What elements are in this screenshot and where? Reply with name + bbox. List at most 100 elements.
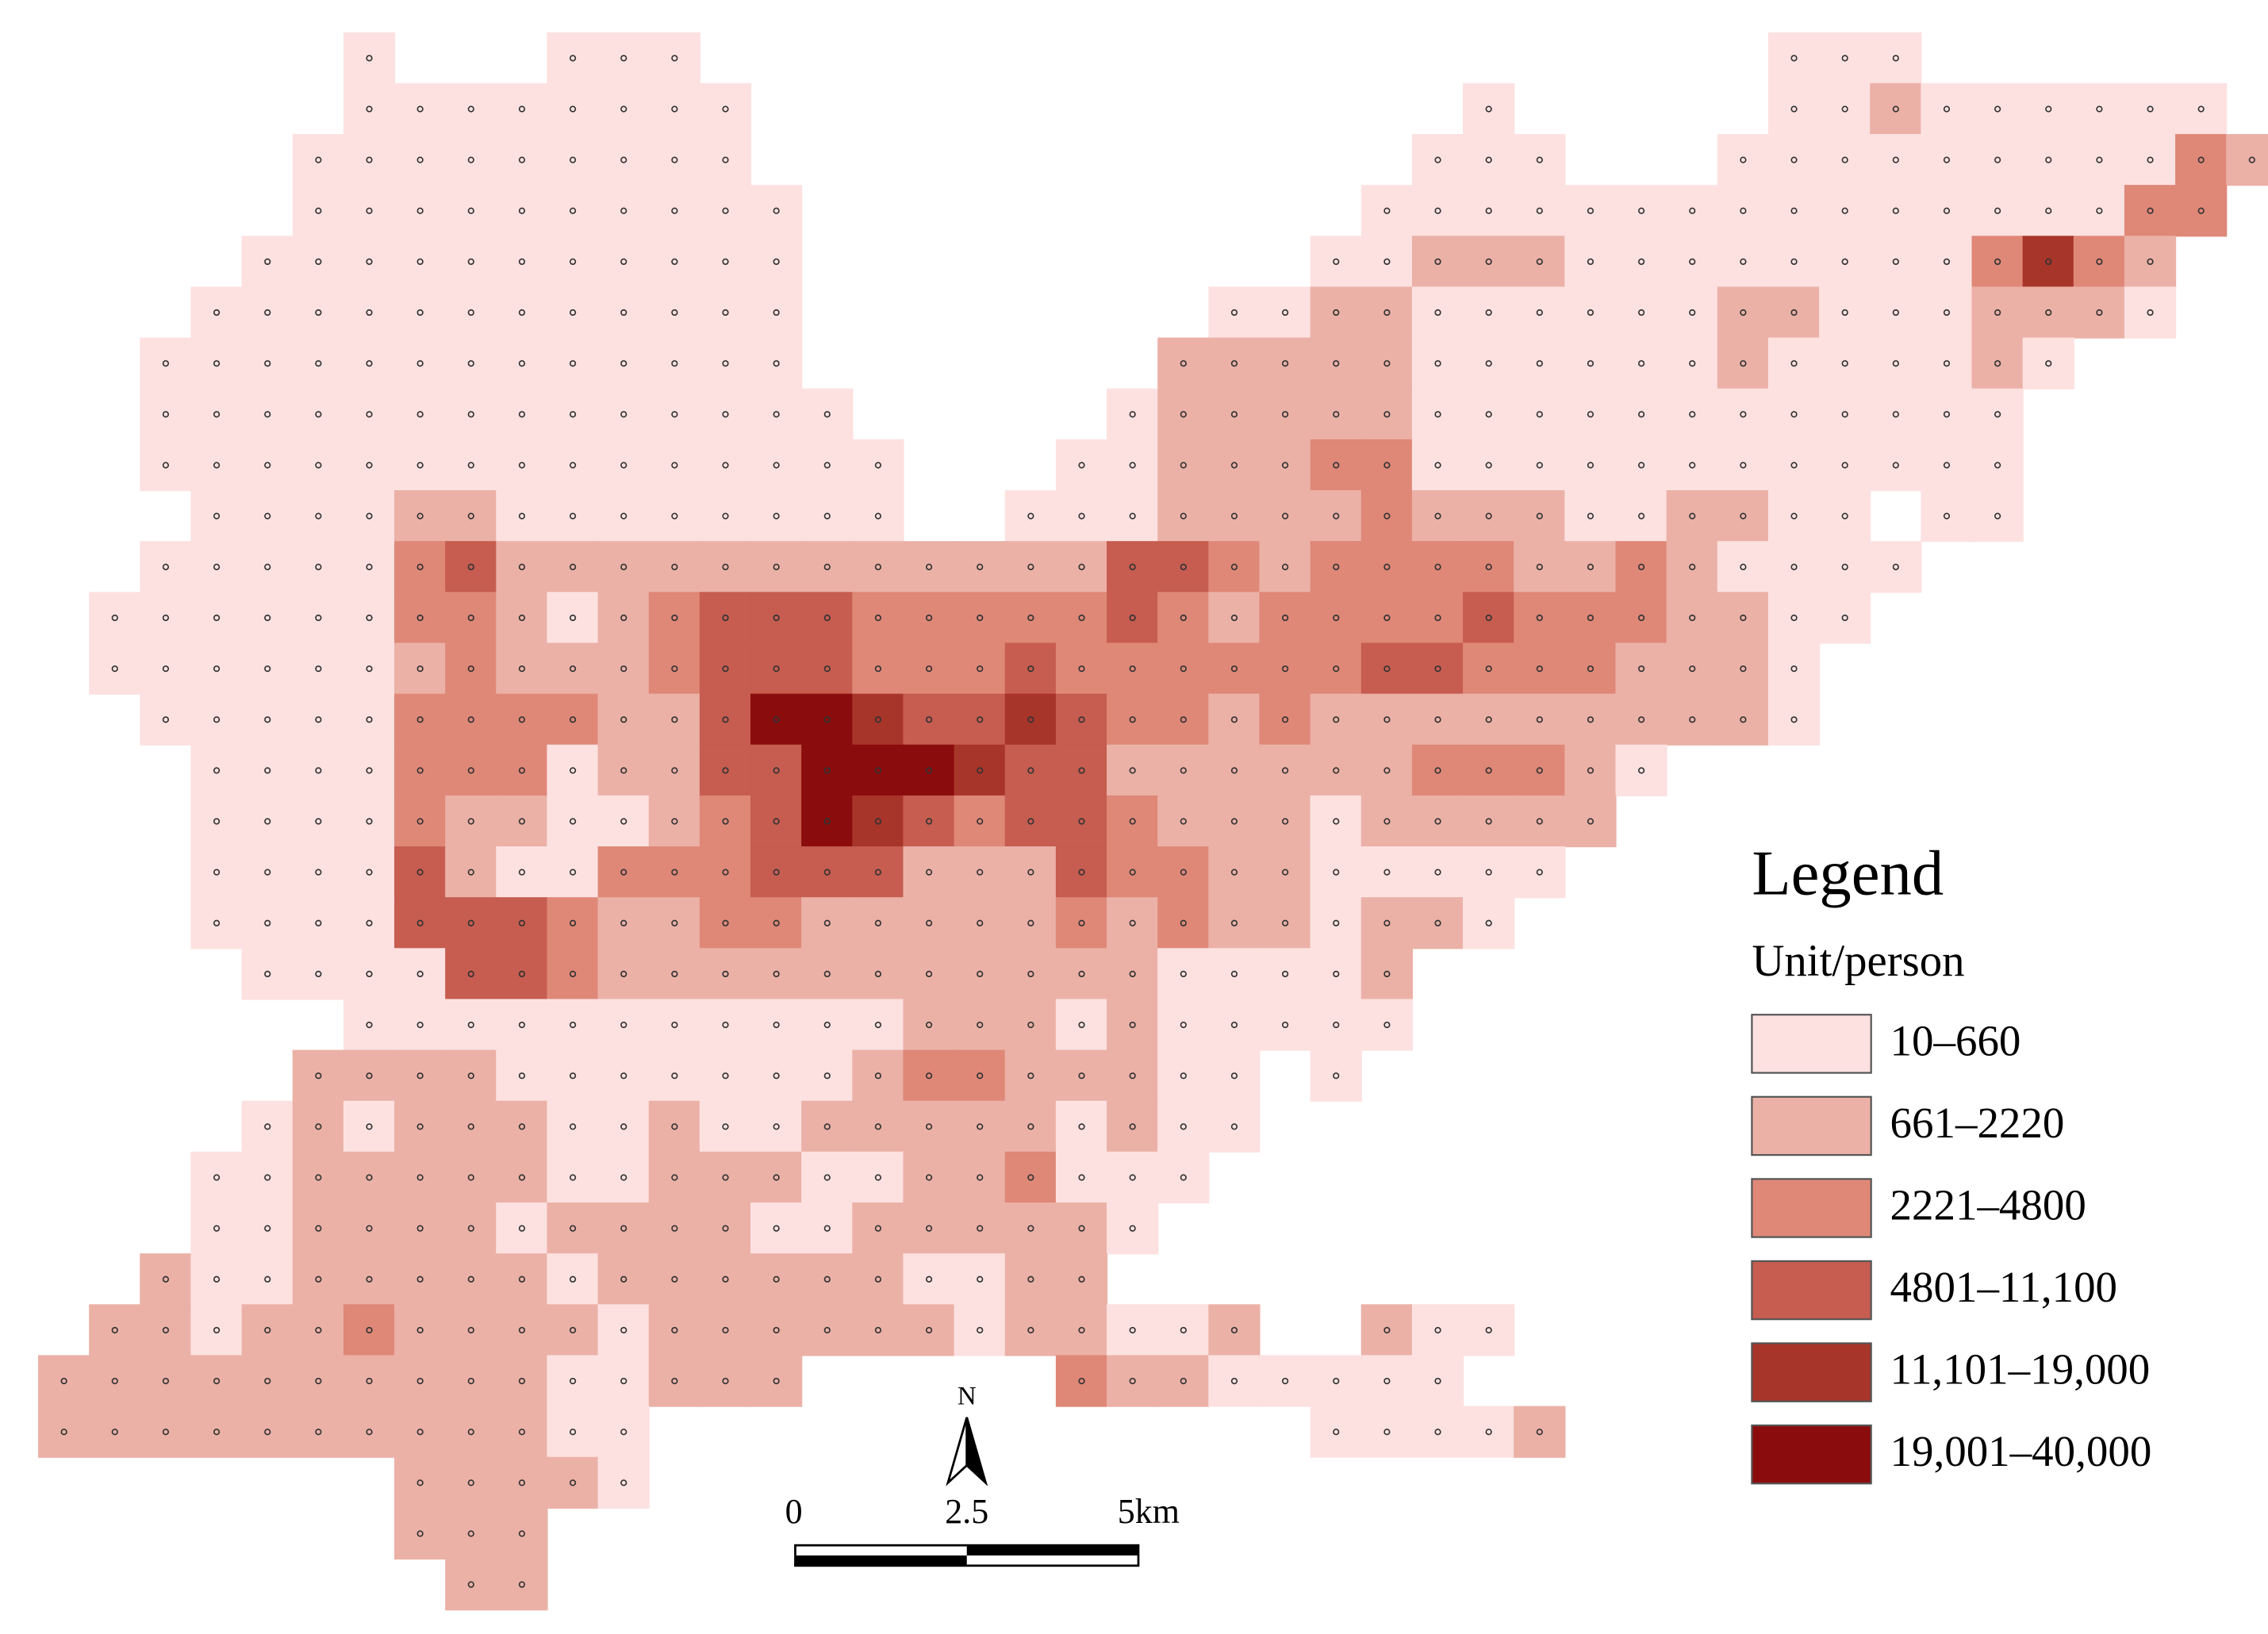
grid-cell (648, 32, 700, 84)
grid-cell (2022, 82, 2074, 136)
grid-cell (190, 744, 243, 796)
grid-cell (1411, 236, 1464, 288)
cell-centroid (722, 614, 729, 622)
cell-centroid (671, 1174, 678, 1181)
grid-cell (1004, 1202, 1057, 1255)
cell-centroid (823, 869, 831, 876)
grid-cell (343, 948, 396, 1000)
cell-centroid (925, 919, 933, 926)
grid-cell (343, 693, 396, 746)
cell-centroid (315, 919, 322, 926)
grid-cell (1717, 134, 1770, 186)
grid-cell (852, 1151, 904, 1204)
grid-cell (1514, 795, 1566, 848)
cell-centroid (1689, 258, 1696, 266)
cell-centroid (620, 1225, 627, 1232)
cell-centroid (467, 1377, 474, 1385)
cell-centroid (1383, 258, 1391, 266)
cell-centroid (366, 360, 373, 367)
grid-cell (190, 1253, 243, 1306)
cell-centroid (2147, 258, 2154, 266)
grid-cell (648, 388, 700, 440)
grid-cell (241, 948, 294, 1000)
cell-centroid (722, 258, 729, 266)
cell-centroid (1230, 563, 1238, 570)
grid-cell (1208, 642, 1261, 695)
cell-centroid (1281, 1021, 1289, 1029)
grid-cell (241, 439, 294, 492)
grid-cell (1921, 82, 1973, 136)
grid-cell (1463, 82, 1515, 136)
cell-centroid (1434, 411, 1441, 418)
grid-cell (1463, 337, 1515, 389)
cell-centroid (315, 1275, 322, 1283)
cell-centroid (773, 462, 780, 469)
grid-cell (648, 897, 700, 949)
grid-cell (648, 1100, 700, 1153)
cell-centroid (671, 512, 678, 520)
cell-centroid (1790, 105, 1798, 113)
grid-cell (1819, 32, 1871, 84)
cell-centroid (1281, 665, 1289, 673)
cell-centroid (874, 818, 882, 825)
grid-cell (394, 1507, 447, 1560)
cell-centroid (1434, 665, 1441, 673)
grid-cell (750, 693, 803, 746)
grid-cell (1055, 795, 1108, 848)
cell-centroid (1333, 563, 1340, 570)
cell-centroid (1740, 156, 1747, 163)
grid-cell (1208, 744, 1261, 796)
north-arrow: N (946, 1383, 988, 1486)
grid-cell (190, 541, 243, 593)
cell-centroid (1027, 919, 1034, 926)
grid-cell (1514, 744, 1566, 796)
grid-cell (1666, 439, 1718, 492)
grid-cell (1259, 999, 1311, 1051)
grid-cell (699, 1151, 752, 1204)
grid-cell (343, 490, 396, 543)
cell-centroid (315, 462, 322, 469)
cell-centroid (264, 258, 271, 266)
cell-centroid (518, 309, 526, 316)
cell-centroid (1841, 411, 1848, 418)
cell-centroid (416, 512, 424, 520)
cell-centroid (1740, 360, 1747, 367)
cell-centroid (518, 105, 526, 113)
cell-centroid (1078, 767, 1085, 774)
cell-centroid (1434, 1326, 1441, 1334)
cell-centroid (1027, 1123, 1034, 1130)
grid-cell (903, 1100, 955, 1153)
grid-cell (1921, 134, 1973, 186)
grid-cell (1870, 439, 1922, 492)
cell-centroid (569, 512, 577, 520)
cell-centroid (1689, 411, 1696, 418)
cell-centroid (1129, 869, 1136, 876)
cell-centroid (264, 716, 271, 723)
cell-centroid (518, 360, 526, 367)
grid-cell (394, 439, 447, 492)
grid-cell (292, 693, 344, 746)
cell-centroid (1281, 563, 1289, 570)
cell-centroid (671, 919, 678, 926)
grid-cell (2022, 236, 2074, 288)
grid-cell (241, 642, 294, 695)
grid-cell (903, 795, 955, 848)
grid-cell (597, 795, 650, 848)
cell-centroid (264, 1326, 271, 1334)
grid-cell (1615, 592, 1667, 644)
grid-cell (1157, 1049, 1210, 1102)
cell-centroid (773, 1225, 780, 1232)
grid-cell (1411, 693, 1464, 746)
cell-centroid (518, 1429, 526, 1436)
grid-cell (343, 286, 396, 339)
grid-cell (597, 744, 650, 796)
cell-centroid (366, 1377, 373, 1385)
cell-centroid (671, 207, 678, 214)
grid-cell (1463, 744, 1515, 796)
cell-centroid (1892, 462, 1899, 469)
cell-centroid (1333, 462, 1340, 469)
grid-cell (597, 693, 650, 746)
grid-cell (1259, 642, 1311, 695)
cell-centroid (1790, 55, 1798, 62)
cell-centroid (977, 1174, 984, 1181)
